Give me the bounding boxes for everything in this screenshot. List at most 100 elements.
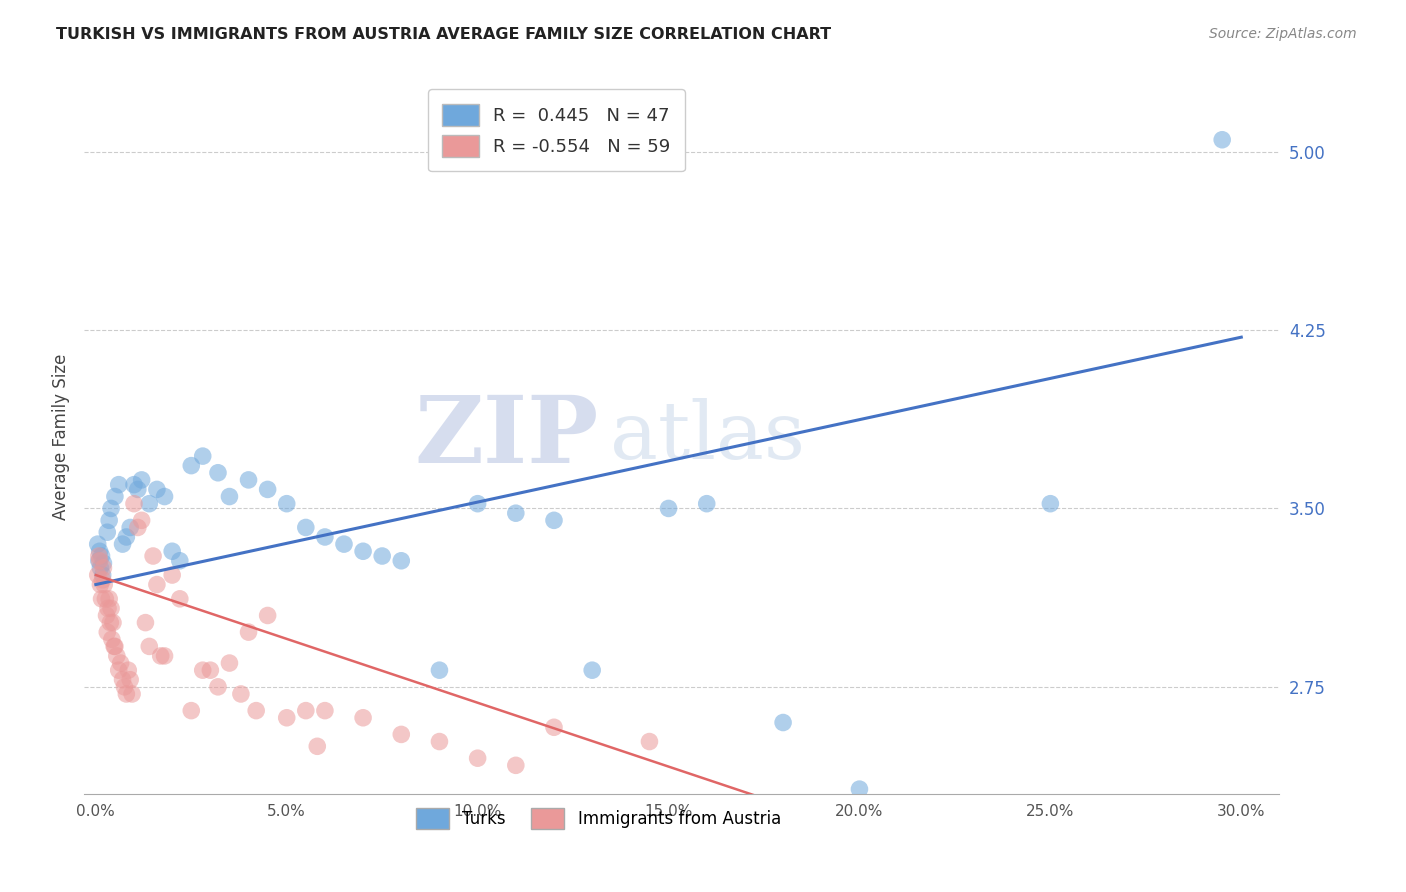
Point bbox=[772, 715, 794, 730]
Point bbox=[111, 537, 134, 551]
Point bbox=[114, 680, 136, 694]
Point bbox=[657, 501, 679, 516]
Point bbox=[389, 727, 412, 741]
Text: Source: ZipAtlas.com: Source: ZipAtlas.com bbox=[1209, 27, 1357, 41]
Point bbox=[180, 458, 202, 473]
Point bbox=[122, 477, 145, 491]
Point bbox=[1211, 133, 1233, 147]
Point bbox=[96, 625, 118, 640]
Point bbox=[100, 501, 122, 516]
Point bbox=[229, 687, 252, 701]
Point bbox=[107, 663, 129, 677]
Point bbox=[160, 568, 183, 582]
Point bbox=[105, 648, 128, 663]
Point bbox=[295, 704, 318, 718]
Point bbox=[100, 601, 122, 615]
Point bbox=[467, 497, 489, 511]
Point bbox=[98, 615, 121, 630]
Point bbox=[389, 554, 412, 568]
Point bbox=[256, 483, 278, 497]
Point bbox=[104, 640, 127, 654]
Point bbox=[543, 513, 565, 527]
Point bbox=[467, 751, 489, 765]
Point bbox=[142, 549, 165, 563]
Point bbox=[101, 632, 124, 647]
Point bbox=[153, 490, 176, 504]
Point bbox=[307, 739, 329, 754]
Point bbox=[89, 554, 111, 568]
Point bbox=[93, 556, 115, 570]
Point bbox=[103, 640, 125, 654]
Point bbox=[543, 720, 565, 734]
Point bbox=[153, 648, 176, 663]
Point bbox=[207, 466, 229, 480]
Point bbox=[96, 525, 118, 540]
Point bbox=[93, 561, 115, 575]
Point bbox=[110, 656, 132, 670]
Point bbox=[276, 497, 298, 511]
Point bbox=[371, 549, 394, 563]
Point bbox=[121, 687, 143, 701]
Point bbox=[115, 530, 138, 544]
Point bbox=[97, 601, 120, 615]
Point bbox=[104, 490, 127, 504]
Point bbox=[120, 673, 142, 687]
Point bbox=[314, 530, 336, 544]
Point bbox=[87, 549, 110, 563]
Point bbox=[149, 648, 172, 663]
Point bbox=[122, 497, 145, 511]
Point bbox=[200, 663, 222, 677]
Y-axis label: Average Family Size: Average Family Size bbox=[52, 354, 70, 520]
Point bbox=[696, 497, 718, 511]
Point bbox=[180, 704, 202, 718]
Point bbox=[160, 544, 183, 558]
Point bbox=[87, 537, 110, 551]
Point bbox=[98, 591, 121, 606]
Point bbox=[138, 497, 160, 511]
Point bbox=[218, 490, 240, 504]
Point bbox=[90, 549, 112, 563]
Point bbox=[314, 704, 336, 718]
Point bbox=[207, 680, 229, 694]
Point bbox=[96, 608, 118, 623]
Point bbox=[89, 577, 111, 591]
Point bbox=[127, 483, 149, 497]
Point bbox=[638, 734, 661, 748]
Point bbox=[117, 663, 139, 677]
Point bbox=[146, 483, 169, 497]
Point bbox=[333, 537, 356, 551]
Point bbox=[429, 663, 451, 677]
Point bbox=[87, 568, 110, 582]
Point bbox=[115, 687, 138, 701]
Point bbox=[98, 513, 121, 527]
Point bbox=[245, 704, 267, 718]
Point bbox=[91, 573, 114, 587]
Point bbox=[295, 520, 318, 534]
Point bbox=[93, 577, 115, 591]
Point bbox=[120, 520, 142, 534]
Point bbox=[87, 554, 110, 568]
Point bbox=[131, 473, 153, 487]
Point bbox=[256, 608, 278, 623]
Point bbox=[581, 663, 603, 677]
Point bbox=[238, 625, 260, 640]
Point bbox=[352, 544, 374, 558]
Point bbox=[1039, 497, 1062, 511]
Point bbox=[131, 513, 153, 527]
Point bbox=[89, 561, 111, 575]
Point bbox=[276, 711, 298, 725]
Text: ZIP: ZIP bbox=[413, 392, 599, 482]
Point bbox=[169, 554, 191, 568]
Point bbox=[848, 782, 870, 797]
Point bbox=[91, 568, 114, 582]
Text: atlas: atlas bbox=[610, 398, 806, 476]
Point bbox=[169, 591, 191, 606]
Point bbox=[218, 656, 240, 670]
Point bbox=[101, 615, 124, 630]
Point bbox=[94, 591, 117, 606]
Point bbox=[352, 711, 374, 725]
Point bbox=[89, 544, 111, 558]
Point bbox=[191, 663, 214, 677]
Legend: Turks, Immigrants from Austria: Turks, Immigrants from Austria bbox=[409, 802, 787, 836]
Point bbox=[238, 473, 260, 487]
